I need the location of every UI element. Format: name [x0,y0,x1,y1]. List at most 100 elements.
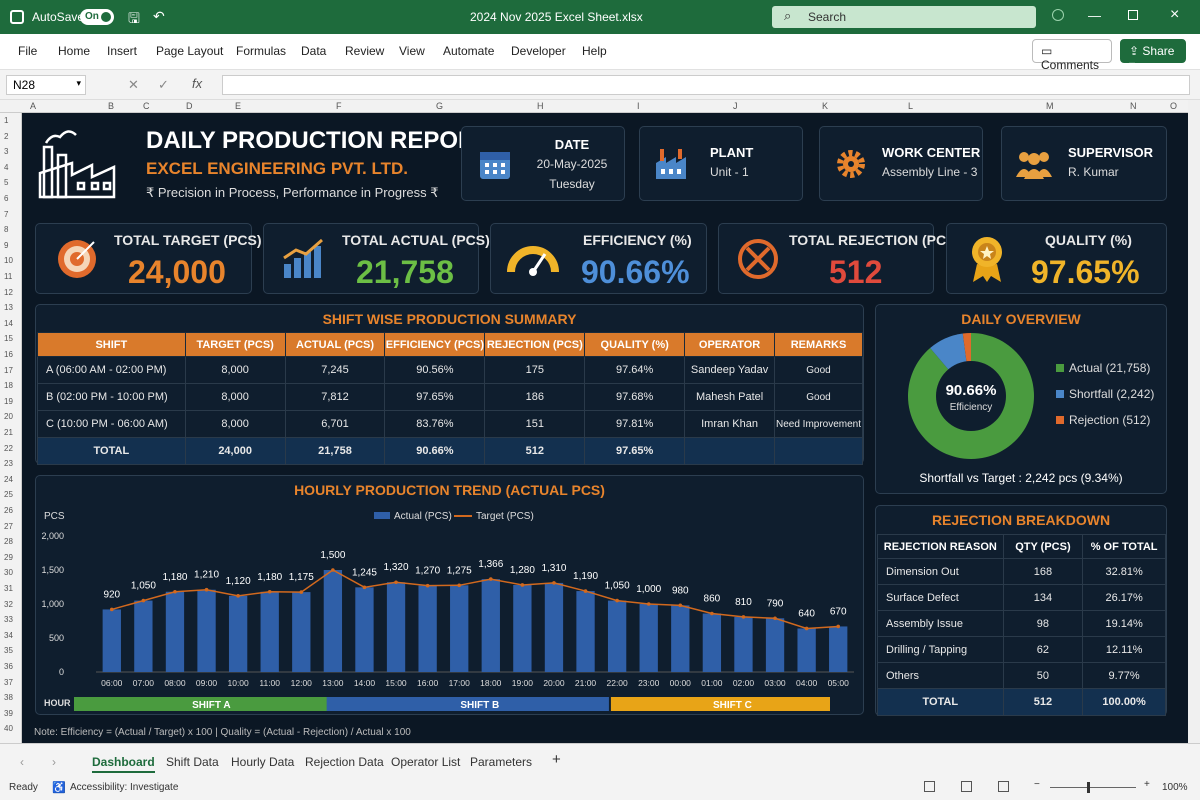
row-header[interactable]: 21 [4,428,13,437]
autosave-toggle[interactable]: On [80,9,114,25]
confirm-entry-icon[interactable]: ✓ [158,77,169,92]
row-header[interactable]: 8 [4,225,9,235]
zoom-slider-thumb[interactable] [1087,782,1090,793]
sheet-tab-parameters[interactable]: Parameters [470,755,533,769]
row-header[interactable]: 7 [4,209,9,219]
menu-file[interactable]: File [18,44,38,58]
menu-home[interactable]: Home [58,44,91,58]
menu-insert[interactable]: Insert [107,44,138,58]
row-header[interactable]: 18 [4,381,13,391]
account-icon[interactable] [1052,9,1064,21]
row-header[interactable]: 14 [4,318,13,328]
scroll-left-icon[interactable]: ‹ [20,755,24,769]
row-header[interactable]: 15 [4,334,13,344]
row-header[interactable]: 3 [4,147,9,157]
row-header[interactable]: 38 [4,693,13,703]
row-header[interactable]: 1 [4,116,9,125]
column-header[interactable]: E [235,101,242,111]
function-icon[interactable]: fx [192,76,203,91]
row-header[interactable]: 35 [4,646,13,656]
row-header[interactable]: 24 [4,474,13,484]
name-box[interactable]: N28 ▾ [6,75,86,95]
row-header[interactable]: 40 [4,724,13,734]
add-sheet-icon[interactable]: + [552,751,561,768]
column-header[interactable]: J [733,101,738,111]
row-header[interactable]: 33 [4,615,13,625]
zoom-slider[interactable] [1050,787,1136,788]
minimize-icon[interactable]: — [1088,8,1101,23]
row-header[interactable]: 27 [4,521,13,531]
column-header[interactable]: A [30,101,37,111]
row-header[interactable]: 30 [4,568,13,578]
share-button[interactable]: ⇪ Share ▾ [1120,39,1186,72]
row-header[interactable]: 19 [4,396,13,406]
row-header[interactable]: 20 [4,412,13,422]
zoom-in-icon[interactable]: + [1144,779,1150,790]
scroll-right-icon[interactable]: › [52,755,56,769]
row-header[interactable]: 5 [4,178,9,188]
column-header[interactable]: M [1046,101,1054,111]
sheet-tab-dashboard[interactable]: Dashboard [92,755,155,773]
row-header[interactable]: 25 [4,490,13,500]
zoom-out-icon[interactable]: − [1034,779,1040,790]
column-header[interactable]: I [637,101,640,111]
row-header[interactable]: 36 [4,662,13,671]
row-header[interactable]: 29 [4,552,13,562]
row-header[interactable]: 6 [4,194,9,203]
row-header[interactable]: 4 [4,162,9,172]
search-input[interactable]: ⌕ Search [772,6,1036,28]
normal-view-icon[interactable] [924,781,935,792]
row-header[interactable]: 39 [4,708,13,718]
column-header[interactable]: B [108,101,115,111]
row-header[interactable]: 34 [4,630,13,640]
menu-data[interactable]: Data [301,44,327,58]
column-header[interactable]: H [537,101,544,111]
row-header[interactable]: 17 [4,365,13,375]
accessibility-status[interactable]: Accessibility: Investigate [70,782,179,793]
maximize-icon[interactable] [1128,10,1138,20]
row-header[interactable]: 22 [4,443,13,453]
menu-developer[interactable]: Developer [511,44,566,58]
column-header[interactable]: C [143,101,150,111]
row-header[interactable]: 9 [4,240,9,250]
column-header[interactable]: O [1170,101,1178,111]
row-header[interactable]: 16 [4,350,13,359]
vertical-scrollbar[interactable] [1188,100,1200,743]
table-cell: 6,701 [284,410,386,438]
column-header[interactable]: N [1130,101,1137,111]
menu-help[interactable]: Help [582,44,607,58]
column-header[interactable]: F [336,101,342,111]
column-header[interactable]: K [822,101,829,111]
row-header[interactable]: 28 [4,537,13,547]
sheet-tab-hourly-data[interactable]: Hourly Data [231,755,295,769]
row-header[interactable]: 26 [4,506,13,515]
cancel-entry-icon[interactable]: ✕ [128,77,139,92]
row-header[interactable]: 37 [4,677,13,687]
row-header[interactable]: 12 [4,287,13,297]
row-header[interactable]: 31 [4,584,13,593]
row-header[interactable]: 2 [4,131,9,141]
menu-review[interactable]: Review [345,44,385,58]
row-header[interactable]: 23 [4,459,13,469]
menu-automate[interactable]: Automate [443,44,495,58]
page-layout-view-icon[interactable] [961,781,972,792]
row-header[interactable]: 32 [4,599,13,609]
close-icon[interactable]: × [1170,6,1180,23]
row-header[interactable]: 11 [4,272,13,281]
row-header[interactable]: 10 [4,256,13,266]
save-icon[interactable]: 🖫 [128,10,140,26]
sheet-tab-rejection-data[interactable]: Rejection Data [305,755,384,769]
column-header[interactable]: D [186,101,193,111]
menu-formulas[interactable]: Formulas [236,44,287,58]
sheet-tab-shift-data[interactable]: Shift Data [166,755,219,769]
undo-icon[interactable]: ↶ [153,8,165,24]
comments-button[interactable]: ▭ Comments [1032,39,1112,72]
row-header[interactable]: 13 [4,303,13,313]
sheet-tab-operator-list[interactable]: Operator List [391,755,461,769]
page-break-view-icon[interactable] [998,781,1009,792]
menu-view[interactable]: View [399,44,425,58]
menu-page-layout[interactable]: Page Layout [156,44,224,58]
column-header[interactable]: L [908,101,914,111]
formula-input[interactable] [222,75,1190,95]
column-header[interactable]: G [436,101,444,111]
